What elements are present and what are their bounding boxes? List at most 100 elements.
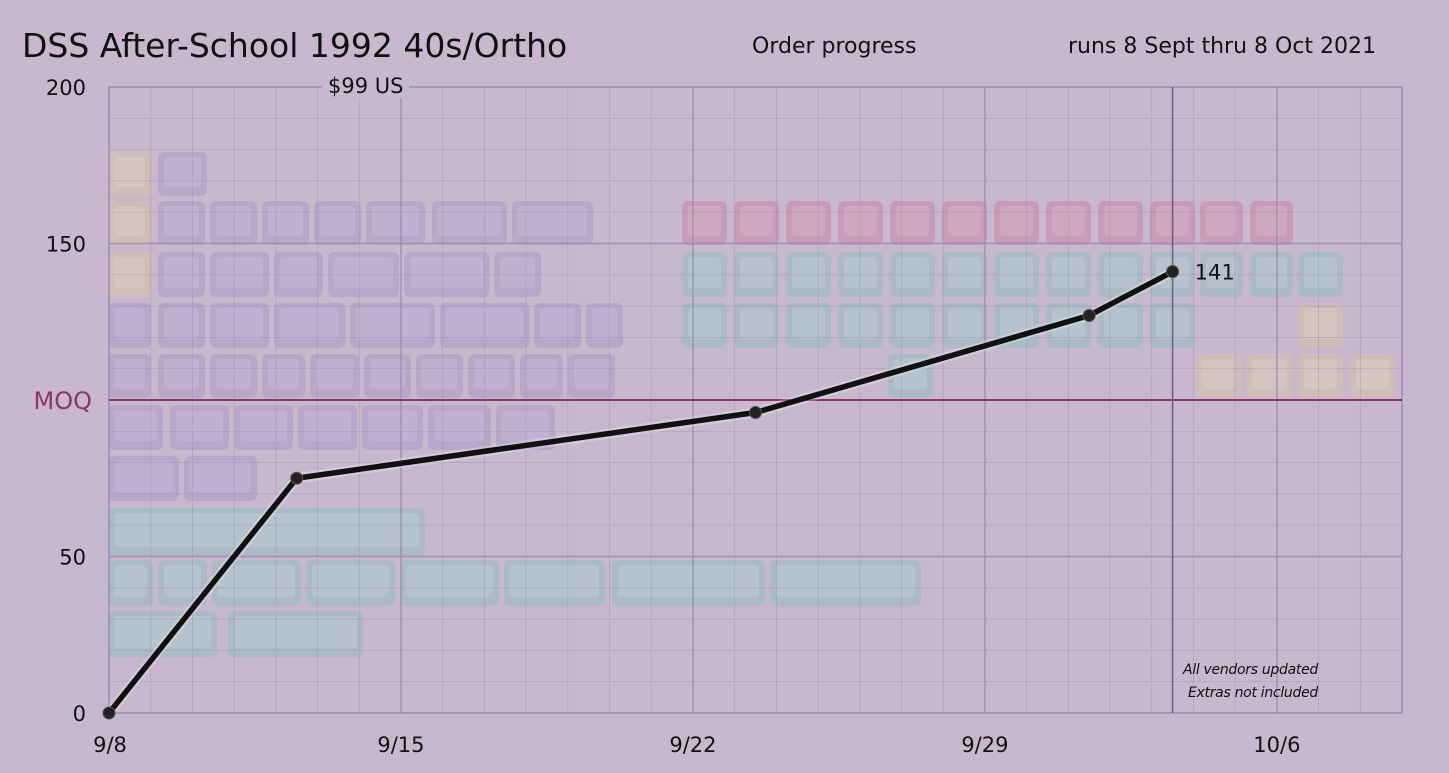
keycap: [108, 508, 425, 556]
keycap-top: [268, 359, 299, 389]
keycap: [158, 354, 205, 398]
keycap-top: [164, 257, 199, 288]
keycap-top: [114, 257, 145, 288]
keycap-background-art: [108, 152, 1395, 657]
moq-label: MOQ: [34, 387, 93, 415]
keycap-top: [422, 359, 457, 389]
keycap-top: [1206, 257, 1237, 288]
keycap-top: [280, 257, 317, 288]
keycap: [1298, 303, 1343, 348]
keycap-top: [792, 206, 825, 236]
keycap-top: [434, 410, 485, 441]
keycap-top: [948, 308, 981, 339]
keycap-top: [164, 308, 199, 339]
keycap: [210, 354, 257, 398]
keycap-top: [312, 565, 389, 597]
x-tick-label: 9/15: [377, 733, 424, 757]
data-label-latest: 141: [1195, 261, 1235, 285]
keycap: [274, 303, 345, 348]
keycap: [108, 354, 151, 398]
keycap: [306, 560, 395, 606]
keycap-top: [896, 257, 929, 288]
keycap-top: [316, 359, 353, 389]
keycap-top: [114, 565, 147, 597]
keycap-top: [1356, 359, 1389, 389]
keycap-top: [792, 257, 825, 288]
keycap-top: [216, 257, 263, 288]
moq-reference: MOQ: [34, 387, 1402, 415]
keycap-top: [164, 565, 201, 597]
keycap: [416, 354, 463, 398]
keycap: [298, 405, 357, 450]
keycap: [364, 354, 411, 398]
keycap: [1350, 354, 1395, 398]
keycap-top: [320, 206, 355, 236]
keycap-top: [234, 616, 357, 648]
keycap-top: [1104, 257, 1137, 288]
keycap-top: [356, 308, 429, 339]
keycap: [170, 405, 229, 450]
keycap-top: [370, 359, 405, 389]
keycap: [234, 405, 293, 450]
keycap: [228, 611, 363, 657]
keycap-top: [1202, 359, 1235, 389]
keycap-top: [164, 359, 199, 389]
keycap: [210, 303, 269, 348]
keycap: [942, 303, 987, 348]
run-dates: runs 8 Sept thru 8 Oct 2021: [1068, 34, 1377, 59]
keycap-top: [1304, 257, 1337, 288]
keycap: [262, 354, 305, 398]
keycap-top: [1104, 206, 1137, 236]
note-vendors-updated: All vendors updated: [1182, 662, 1318, 678]
keycap: [1098, 303, 1143, 348]
keycap-top: [1252, 359, 1287, 389]
keycap-top: [1304, 359, 1337, 389]
keycap: [534, 303, 581, 348]
keycap-top: [268, 206, 303, 236]
data-point-latest: [1166, 265, 1180, 279]
keycap: [520, 354, 563, 398]
keycap: [468, 354, 515, 398]
keycap-top: [114, 461, 173, 492]
keycap-top: [190, 461, 251, 492]
keycap-top: [844, 308, 877, 339]
keycap: [108, 456, 179, 501]
keycap-top: [114, 616, 211, 648]
keycap-top: [896, 308, 929, 339]
keycap-top: [114, 206, 145, 236]
keycap-top: [740, 206, 773, 236]
keycap-top: [438, 206, 501, 236]
keycap-top: [574, 359, 609, 389]
keycap-top: [304, 410, 351, 441]
keycap-top: [740, 308, 773, 339]
x-tick-label: 9/22: [669, 733, 716, 757]
keycap: [158, 560, 207, 606]
keycap-top: [618, 565, 759, 597]
keycap: [400, 560, 499, 606]
keycap-top: [176, 410, 223, 441]
keycap: [586, 303, 623, 348]
keycap-top: [792, 308, 825, 339]
keycap-top: [688, 206, 721, 236]
keycap: [158, 303, 205, 348]
keycap: [310, 354, 359, 398]
keycap: [350, 303, 435, 348]
keycap-top: [1000, 257, 1033, 288]
keycap-top: [518, 206, 587, 236]
keycap-top: [510, 565, 599, 597]
y-tick-label: 0: [73, 702, 86, 726]
keycap-top: [1104, 308, 1137, 339]
keycap-top: [688, 308, 721, 339]
keycap-top: [114, 359, 145, 389]
keycap: [158, 152, 207, 196]
keycap-top: [1206, 206, 1237, 236]
price-label: $99 US: [322, 74, 410, 98]
keycap: [734, 303, 779, 348]
keycap-top: [406, 565, 493, 597]
chart-title: DSS After-School 1992 40s/Ortho: [22, 26, 568, 65]
keycap-top: [372, 206, 419, 236]
keycap-top: [114, 308, 145, 339]
keycap-top: [526, 359, 557, 389]
keycap-top: [216, 206, 251, 236]
data-point: [102, 706, 116, 720]
